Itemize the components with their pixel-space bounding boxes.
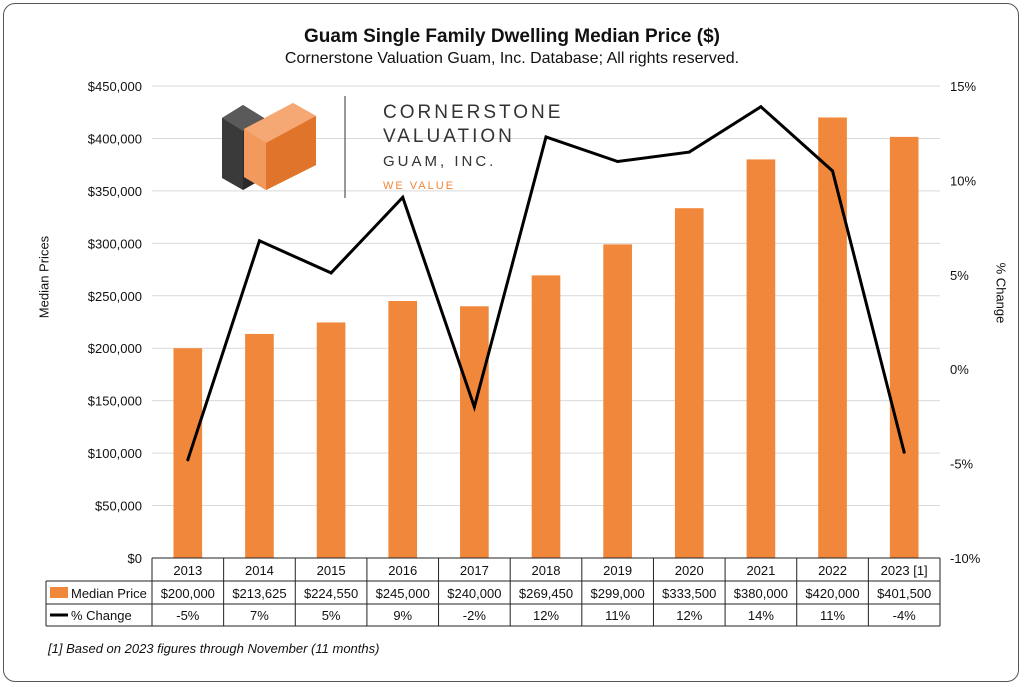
- line-point: [401, 195, 405, 199]
- axis-layer: $0 $50,000 $100,000 $150,000 $200,000 $250,00…: [88, 79, 981, 566]
- bar: [531, 275, 561, 558]
- y-tick-label-right: -5%: [950, 457, 974, 472]
- data-label-pct-change: -4%: [893, 608, 917, 623]
- logo-line2: VALUATION: [383, 126, 515, 147]
- line-layer: [186, 104, 906, 462]
- data-label-pct-change: 11%: [605, 608, 630, 623]
- bar: [674, 208, 704, 558]
- data-label-median-price: $213,625: [232, 586, 286, 601]
- data-label-pct-change: 12%: [676, 608, 702, 623]
- logo-line3: GUAM, INC.: [383, 153, 496, 170]
- y-tick-label-left: $400,000: [88, 131, 142, 146]
- y-tick-label-left: $250,000: [88, 289, 142, 304]
- line-point: [472, 405, 476, 409]
- line-point: [257, 239, 261, 243]
- data-label-pct-change: 5%: [322, 608, 341, 623]
- bar: [173, 348, 203, 558]
- y-tick-label-left: $150,000: [88, 394, 142, 409]
- x-tick-label: 2018: [532, 563, 561, 578]
- y-tick-label-left: $450,000: [88, 79, 142, 94]
- legend-key-median-price: [50, 587, 68, 598]
- x-tick-label: 2015: [317, 563, 346, 578]
- data-label-pct-change: -2%: [463, 608, 487, 623]
- chart-title: Guam Single Family Dwelling Median Price…: [304, 26, 720, 47]
- line-point: [831, 169, 835, 173]
- line-point: [544, 135, 548, 139]
- bar: [818, 117, 847, 558]
- logo-heart-icon: [222, 103, 316, 190]
- data-label-median-price: $269,450: [519, 586, 573, 601]
- x-tick-label: 2013: [173, 563, 202, 578]
- company-logo: CORNERSTONE VALUATION GUAM, INC. WE VALU…: [222, 96, 563, 198]
- line-point: [687, 150, 691, 154]
- legend-label-median-price: Median Price: [71, 586, 147, 601]
- y-tick-label-left: $350,000: [88, 184, 142, 199]
- data-label-median-price: $299,000: [591, 586, 645, 601]
- y-tick-label-right: 10%: [950, 173, 976, 188]
- line-point: [329, 271, 333, 275]
- line-point: [902, 450, 906, 454]
- x-tick-label: 2022: [818, 563, 847, 578]
- data-label-pct-change: 9%: [393, 608, 412, 623]
- line-point: [616, 160, 620, 164]
- logo-tagline: WE VALUE: [383, 180, 455, 192]
- x-tick-label: 2021: [746, 563, 775, 578]
- data-label-pct-change: 12%: [533, 608, 559, 623]
- bar-layer: [173, 117, 919, 559]
- data-label-pct-change: -5%: [176, 608, 200, 623]
- data-label-median-price: $200,000: [161, 586, 215, 601]
- bar: [245, 333, 274, 558]
- bar: [889, 136, 919, 559]
- line-point: [759, 105, 763, 109]
- data-label-median-price: $245,000: [376, 586, 430, 601]
- data-label-median-price: $240,000: [447, 586, 501, 601]
- data-label-pct-change: 11%: [820, 608, 845, 623]
- y-tick-label-left: $100,000: [88, 446, 142, 461]
- data-label-median-price: $224,550: [304, 586, 358, 601]
- x-tick-label: 2023 [1]: [881, 563, 928, 578]
- data-label-median-price: $420,000: [805, 586, 859, 601]
- y-tick-label-right: 0%: [950, 362, 969, 377]
- line-point: [186, 458, 190, 462]
- data-label-median-price: $401,500: [877, 586, 931, 601]
- data-label-median-price: $380,000: [734, 586, 788, 601]
- x-tick-label: 2014: [245, 563, 274, 578]
- bar: [388, 301, 418, 558]
- legend-label-pct-change: % Change: [71, 608, 132, 623]
- bar: [603, 244, 632, 559]
- chart-subtitle: Cornerstone Valuation Guam, Inc. Databas…: [284, 50, 740, 67]
- footnote: [1] Based on 2023 figures through Novemb…: [48, 641, 380, 656]
- y-tick-label-left: $200,000: [88, 341, 142, 356]
- y-tick-label-left: $300,000: [88, 236, 142, 251]
- bar: [316, 322, 346, 558]
- y-tick-label-right: 5%: [950, 268, 969, 283]
- chart-frame: [3, 3, 1019, 682]
- y-tick-label-right: -10%: [950, 551, 981, 566]
- bar: [460, 306, 489, 558]
- bar: [746, 159, 776, 558]
- x-tick-label: 2016: [388, 563, 417, 578]
- x-tick-label: 2017: [460, 563, 489, 578]
- data-table: 2013 2014 2015 2016 2017 2018 2019 2020 2021 2022…: [45, 557, 941, 627]
- y-tick-label-right: 15%: [950, 79, 976, 94]
- data-label-pct-change: 14%: [748, 608, 774, 623]
- data-label-pct-change: 7%: [250, 608, 269, 623]
- y-tick-label-left: $0: [128, 551, 142, 566]
- y-tick-label-left: $50,000: [95, 499, 142, 514]
- x-tick-label: 2020: [675, 563, 704, 578]
- data-label-median-price: $333,500: [662, 586, 716, 601]
- x-tick-label: 2019: [603, 563, 632, 578]
- logo-line1: CORNERSTONE: [383, 102, 563, 123]
